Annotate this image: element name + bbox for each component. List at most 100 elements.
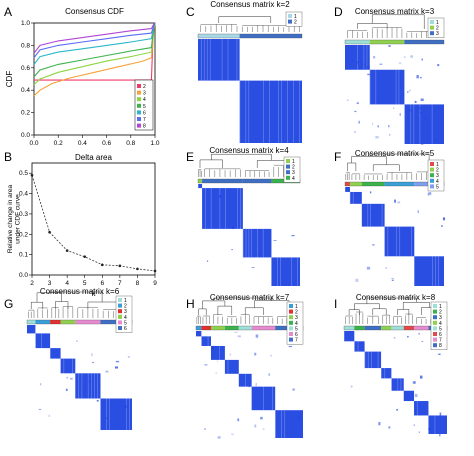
- cdf-legend-swatch: [137, 84, 141, 88]
- matrix-noise: [212, 345, 214, 349]
- matrix-stripe: [432, 256, 433, 286]
- matrix-noise: [36, 334, 38, 337]
- delta-point: [83, 255, 87, 258]
- dendrogram-branch: [202, 300, 226, 309]
- cdf-chart: Consensus CDF 0.0 0.2 0.4 0.6 0.8 1.0 0.0 0.2 0.4…: [5, 7, 160, 147]
- matrix-stripe: [381, 203, 383, 227]
- cluster-colour-bar: [202, 179, 243, 183]
- cdf-x-tick-label: 1.0: [150, 140, 159, 147]
- matrix-legend-swatch: [433, 326, 437, 331]
- cdf-legend-swatch: [137, 103, 141, 108]
- matrix-stripe: [299, 80, 300, 143]
- matrix-legend-swatch: [433, 315, 437, 320]
- cdf-legend-label: 8: [143, 124, 146, 130]
- matrix-legend-label: 5: [295, 326, 298, 332]
- matrix-legend-label: 4: [295, 321, 298, 327]
- matrix-legend-label: 2: [436, 26, 439, 32]
- panel-label-E: E: [186, 150, 194, 164]
- matrix-stripe: [370, 203, 371, 227]
- delta-point: [100, 263, 104, 267]
- matrix-block: [414, 401, 429, 416]
- delta-y-tick-label: 0.4: [19, 191, 28, 198]
- matrix-noise: [366, 66, 370, 70]
- matrix-noise: [377, 99, 380, 103]
- delta-y-axis-label-line: under CDF curve: [15, 194, 22, 244]
- matrix-noise: [218, 194, 222, 198]
- delta-point: [48, 230, 51, 234]
- matrix-stripe: [291, 257, 293, 286]
- matrix-noise: [437, 64, 440, 67]
- matrix-noise: [346, 99, 349, 101]
- delta-x-tick-label: 3: [48, 280, 52, 287]
- matrix-noise: [399, 112, 401, 116]
- matrix-noise: [66, 376, 68, 379]
- cluster-colour-bar: [198, 34, 240, 38]
- cluster-colour-bar: [344, 326, 355, 330]
- matrix-noise: [351, 59, 354, 62]
- matrix-stripe: [431, 104, 433, 144]
- cdf-line-k5: [33, 22, 156, 78]
- cluster-colour-bar: [242, 179, 272, 183]
- matrix-legend-swatch: [289, 304, 293, 308]
- matrix-noise: [354, 110, 357, 113]
- matrix-stripe: [357, 341, 359, 352]
- matrix-legend-label: 6: [295, 332, 298, 338]
- matrix-noise: [232, 226, 234, 229]
- matrix-stripe: [239, 188, 241, 229]
- matrix-legend-swatch: [288, 19, 292, 24]
- matrix-stripe: [297, 257, 298, 286]
- cluster-colour-bar: [224, 326, 239, 330]
- matrix-stripe: [272, 386, 273, 411]
- matrix-legend-swatch: [289, 315, 293, 320]
- matrix-legend-label: 4: [124, 315, 127, 321]
- matrix-stripe: [438, 256, 439, 286]
- cdf-legend-label: 2: [143, 84, 146, 90]
- matrix-noise: [375, 136, 379, 139]
- matrix-legend-label: 2: [436, 168, 439, 174]
- cluster-colour-bar: [251, 326, 276, 330]
- matrix-stripe: [237, 188, 238, 229]
- matrix-noise: [260, 416, 263, 420]
- cdf-y-tick-label: 0.8: [21, 42, 30, 49]
- matrix-legend-swatch: [433, 304, 437, 308]
- matrix-stripe: [278, 80, 279, 143]
- matrix-legend-swatch: [430, 178, 434, 183]
- delta-point: [30, 173, 34, 177]
- delta-y-tick-label: 0.0: [19, 272, 28, 279]
- matrix-legend-label: 1: [436, 20, 439, 26]
- matrix-block: [100, 398, 132, 430]
- matrix-legend-label: 4: [292, 176, 295, 182]
- matrix-stripe: [281, 80, 282, 143]
- matrix-stripe: [364, 351, 366, 369]
- matrix-noise: [291, 235, 295, 237]
- matrix-legend-swatch: [430, 167, 434, 172]
- matrix-noise: [354, 131, 356, 134]
- delta-x-axis-label: k: [92, 289, 97, 298]
- dendrogram-branch: [357, 23, 388, 29]
- matrix-legend-label: 1: [124, 298, 127, 304]
- matrix-noise: [217, 436, 221, 439]
- matrix-noise: [403, 56, 406, 58]
- matrix-stripe: [398, 69, 400, 105]
- matrix-noise: [442, 217, 446, 221]
- matrix-noise: [255, 383, 257, 387]
- dendrogram-branch: [198, 308, 207, 315]
- matrix-stripe: [366, 45, 368, 70]
- matrix-noise: [270, 355, 272, 357]
- cdf-line-k2: [34, 22, 156, 81]
- matrix-title: Consensus matrix k=3: [355, 7, 435, 16]
- matrix-noise: [425, 117, 427, 121]
- matrix-noise: [87, 381, 91, 383]
- matrix-noise: [388, 426, 391, 429]
- matrix-noise: [378, 422, 381, 426]
- matrix-legend-label: 3: [292, 170, 295, 176]
- cdf-y-tick-label: 0.4: [21, 87, 30, 94]
- dendrogram-branch: [87, 301, 117, 309]
- cdf-legend-label: 4: [143, 97, 146, 103]
- matrix-noise: [428, 192, 432, 195]
- matrix-stripe: [435, 256, 436, 286]
- matrix-legend-label: 2: [124, 304, 127, 310]
